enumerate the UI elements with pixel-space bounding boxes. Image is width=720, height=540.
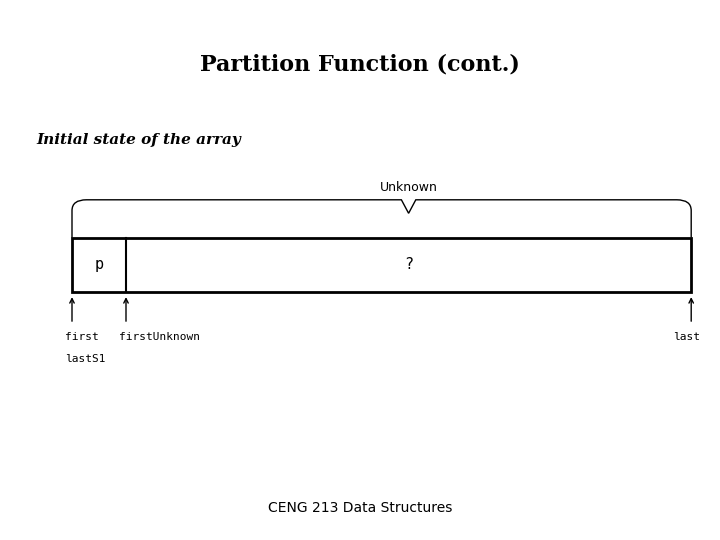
Text: Partition Function (cont.): Partition Function (cont.) — [200, 54, 520, 76]
Text: last: last — [673, 332, 700, 342]
Text: Initial state of the array: Initial state of the array — [36, 133, 240, 147]
Text: p: p — [94, 257, 104, 272]
Text: CENG 213 Data Structures: CENG 213 Data Structures — [268, 501, 452, 515]
Text: first: first — [65, 332, 99, 342]
Text: Unknown: Unknown — [379, 181, 438, 194]
Text: ?: ? — [404, 257, 413, 272]
Text: lastS1: lastS1 — [65, 354, 105, 364]
Text: firstUnknown: firstUnknown — [119, 332, 199, 342]
Bar — [72, 238, 691, 292]
